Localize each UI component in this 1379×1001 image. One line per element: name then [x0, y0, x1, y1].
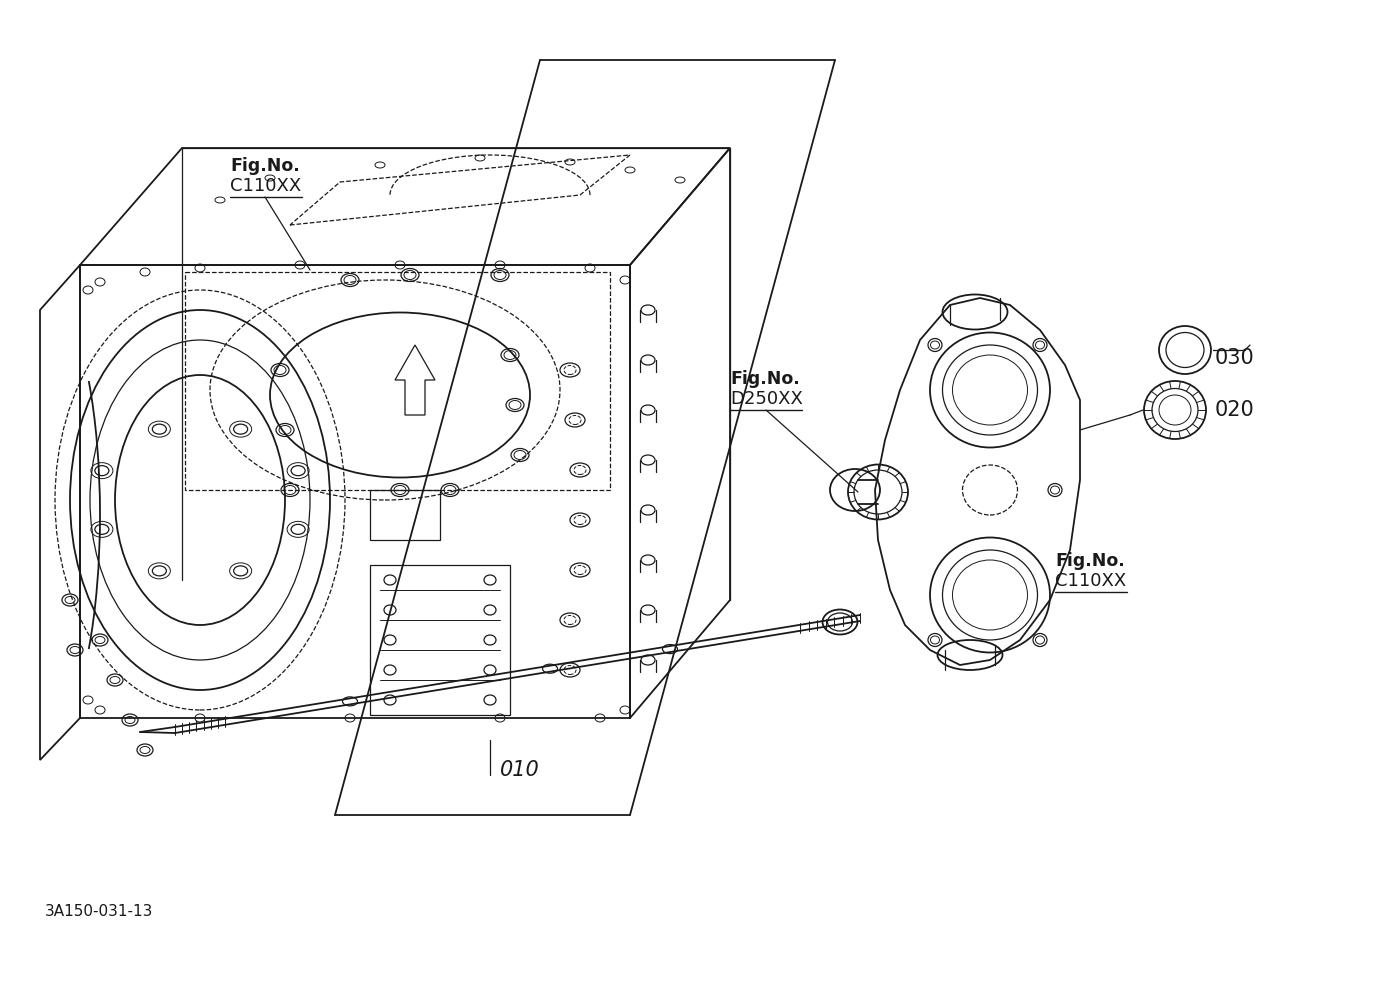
Text: Fig.No.: Fig.No.	[230, 157, 299, 175]
Text: 010: 010	[501, 760, 539, 780]
Text: Fig.No.: Fig.No.	[729, 370, 800, 388]
Text: Fig.No.: Fig.No.	[1055, 552, 1125, 570]
Text: 030: 030	[1215, 348, 1255, 368]
Text: 3A150-031-13: 3A150-031-13	[46, 905, 153, 920]
Text: C110XX: C110XX	[230, 177, 301, 195]
Text: 020: 020	[1215, 400, 1255, 420]
Text: D250XX: D250XX	[729, 390, 803, 408]
Text: C110XX: C110XX	[1055, 572, 1127, 590]
